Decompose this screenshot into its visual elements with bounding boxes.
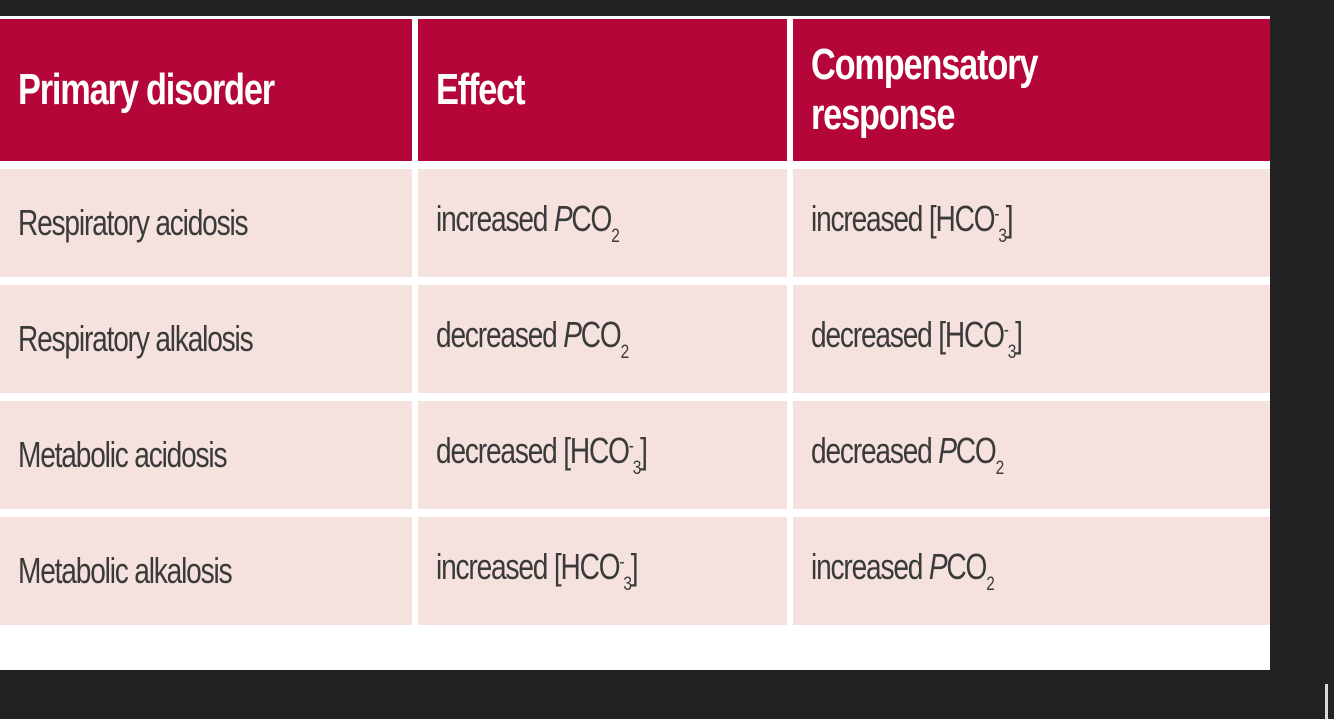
table-row: Metabolic alkalosis increased [HCO-3] incr…	[0, 509, 1270, 625]
subscript: 3	[623, 572, 632, 595]
cell-qualifier: decreased	[811, 430, 939, 472]
cell-qualifier: decreased	[436, 314, 564, 356]
table-bottom-padding	[0, 648, 1270, 670]
table-header-row: Primary disorder Effect Compensatory res…	[0, 16, 1270, 161]
chemical-species: PCO	[553, 198, 613, 240]
header-primary-disorder: Primary disorder	[0, 16, 412, 161]
subscript: 2	[611, 224, 620, 247]
cell-primary-disorder: Respiratory alkalosis	[0, 277, 412, 393]
cell-primary-disorder: Metabolic acidosis	[0, 393, 412, 509]
cell-primary-disorder: Metabolic alkalosis	[0, 509, 412, 625]
table-row: Respiratory acidosis increased PCO2 increa…	[0, 161, 1270, 277]
subscript: 2	[986, 572, 995, 595]
cell-effect: decreased [HCO-3]	[412, 393, 787, 509]
subscript: 2	[620, 340, 630, 363]
chemical-species: HCO	[560, 546, 621, 588]
cell-effect: decreased PCO2	[412, 277, 787, 393]
cell-compensatory-response: increased PCO2	[787, 509, 1270, 625]
acid-base-table: Primary disorder Effect Compensatory res…	[0, 16, 1270, 625]
chemical-species: HCO	[935, 198, 996, 240]
chemical-species: HCO	[944, 314, 1005, 356]
header-effect: Effect	[412, 16, 787, 161]
table-row: Respiratory alkalosis decreased PCO2 decre…	[0, 277, 1270, 393]
chemical-species: HCO	[569, 430, 630, 472]
charge-superscript: -	[1003, 319, 1009, 342]
cell-qualifier: increased	[811, 546, 929, 588]
cell-compensatory-response: decreased [HCO-3]	[787, 277, 1270, 393]
subscript: 3	[1007, 340, 1017, 363]
cell-effect: increased [HCO-3]	[412, 509, 787, 625]
text-cursor-indicator	[1325, 684, 1328, 719]
subscript: 2	[995, 456, 1005, 479]
cell-compensatory-response: decreased PCO2	[787, 393, 1270, 509]
table-body: Respiratory acidosis increased PCO2 increa…	[0, 161, 1270, 625]
cell-qualifier: decreased	[436, 430, 564, 472]
chemical-species: PCO	[563, 314, 622, 356]
subscript: 3	[632, 456, 642, 479]
cell-qualifier: decreased	[811, 314, 939, 356]
cell-compensatory-response: increased [HCO-3]	[787, 161, 1270, 277]
cell-qualifier: increased	[436, 198, 554, 240]
table-row: Metabolic acidosis decreased [HCO-3] decre…	[0, 393, 1270, 509]
cell-effect: increased PCO2	[412, 161, 787, 277]
chemical-species: PCO	[938, 430, 997, 472]
charge-superscript: -	[628, 435, 634, 458]
header-compensatory-response: Compensatory response	[787, 16, 1270, 161]
subscript: 3	[998, 224, 1007, 247]
cell-qualifier: increased	[811, 198, 929, 240]
cell-qualifier: increased	[436, 546, 554, 588]
acid-base-table-container: Primary disorder Effect Compensatory res…	[0, 16, 1270, 670]
chemical-species: PCO	[928, 546, 988, 588]
charge-superscript: -	[994, 203, 999, 226]
charge-superscript: -	[619, 551, 624, 574]
cell-primary-disorder: Respiratory acidosis	[0, 161, 412, 277]
